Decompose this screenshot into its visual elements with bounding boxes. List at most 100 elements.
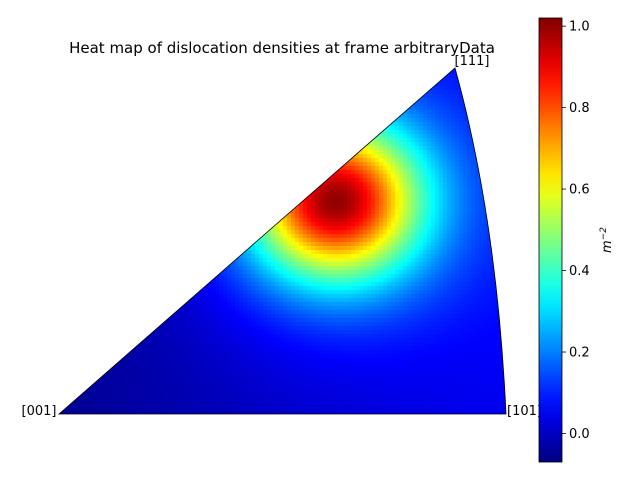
heatmap-cell <box>483 182 488 187</box>
heatmap-cell <box>295 170 300 175</box>
heatmap-cell <box>231 102 236 107</box>
heatmap-cell <box>111 166 116 171</box>
heatmap-cell <box>107 138 112 143</box>
heatmap-cell <box>339 166 344 171</box>
heatmap-cell <box>371 78 376 83</box>
heatmap-cell <box>255 234 260 239</box>
heatmap-cell <box>259 182 264 187</box>
heatmap-cell <box>295 114 300 119</box>
heatmap-cell <box>335 206 340 211</box>
heatmap-cell <box>495 206 500 211</box>
heatmap-cell <box>383 122 388 127</box>
heatmap-cell <box>187 110 192 115</box>
heatmap-cell <box>399 138 404 143</box>
heatmap-cell <box>107 78 112 83</box>
heatmap-cell <box>363 190 368 195</box>
heatmap-cell <box>435 150 440 155</box>
heatmap-cell <box>211 158 216 163</box>
heatmap-cell <box>171 110 176 115</box>
heatmap-cell <box>395 86 400 91</box>
heatmap-cell <box>123 118 128 123</box>
heatmap-cell <box>111 154 116 159</box>
heatmap-cell <box>271 106 276 111</box>
heatmap-cell <box>471 114 476 119</box>
heatmap-cell <box>251 106 256 111</box>
heatmap-cell <box>123 186 128 191</box>
heatmap-cell <box>431 94 436 99</box>
heatmap-cell <box>483 174 488 179</box>
heatmap-cell <box>243 102 248 107</box>
heatmap-cell <box>123 78 128 83</box>
heatmap-cell <box>71 114 76 119</box>
heatmap-cell <box>95 106 100 111</box>
heatmap-cell <box>159 106 164 111</box>
heatmap-cell <box>263 170 268 175</box>
heatmap-cell <box>271 78 276 83</box>
heatmap-cell <box>179 190 184 195</box>
heatmap-cell <box>215 182 220 187</box>
heatmap-cell <box>179 194 184 199</box>
heatmap-cell <box>71 178 76 183</box>
heatmap-cell <box>75 190 80 195</box>
heatmap-cell <box>111 106 116 111</box>
heatmap-cell <box>455 98 460 103</box>
heatmap-cell <box>67 68 72 71</box>
heatmap-cell <box>131 114 136 119</box>
heatmap-cell <box>95 186 100 191</box>
heatmap-cell <box>399 102 404 107</box>
heatmap-cell <box>295 86 300 91</box>
heatmap-cell <box>235 78 240 83</box>
heatmap-cell <box>175 118 180 123</box>
heatmap-cell <box>175 162 180 167</box>
heatmap-cell <box>287 186 292 191</box>
heatmap-cell <box>483 162 488 167</box>
heatmap-cell <box>283 74 288 79</box>
heatmap-cell <box>247 90 252 95</box>
heatmap-cell <box>271 90 276 95</box>
heatmap-cell <box>355 146 360 151</box>
heatmap-cell <box>451 126 456 131</box>
heatmap-cell <box>159 70 164 75</box>
heatmap-cell <box>263 226 268 231</box>
heatmap-cell <box>467 206 472 211</box>
heatmap-cell <box>119 82 124 87</box>
heatmap-cell <box>127 150 132 155</box>
heatmap-cell <box>371 142 376 147</box>
heatmap-cell <box>327 178 332 183</box>
heatmap-cell <box>139 214 144 219</box>
heatmap-cell <box>491 222 496 227</box>
heatmap-cell <box>223 206 228 211</box>
heatmap-cell <box>379 134 384 139</box>
heatmap-cell <box>67 170 72 175</box>
heatmap-cell <box>359 222 364 227</box>
heatmap-cell <box>235 238 240 243</box>
heatmap-cell <box>447 190 452 195</box>
heatmap-cell <box>427 198 432 203</box>
heatmap-cell <box>379 214 384 219</box>
heatmap-cell <box>459 194 464 199</box>
heatmap-cell <box>427 122 432 127</box>
heatmap-cell <box>99 130 104 135</box>
heatmap-cell <box>487 226 492 231</box>
heatmap-cell <box>283 190 288 195</box>
heatmap-cell <box>67 86 72 91</box>
heatmap-cell <box>471 166 476 171</box>
heatmap-cell <box>119 150 124 155</box>
heatmap-cell <box>387 178 392 183</box>
heatmap-cell <box>415 174 420 179</box>
heatmap-cell <box>311 68 316 71</box>
heatmap-cell <box>123 126 128 131</box>
heatmap-cell <box>471 210 476 215</box>
heatmap-cell <box>103 70 108 75</box>
heatmap-cell <box>59 222 64 227</box>
heatmap-cell <box>319 238 324 243</box>
heatmap-cell <box>127 214 132 219</box>
heatmap-cell <box>283 222 288 227</box>
heatmap-cell <box>203 242 208 247</box>
heatmap-cell <box>259 198 264 203</box>
heatmap-cell <box>247 158 252 163</box>
heatmap-cell <box>247 170 252 175</box>
heatmap-cell <box>443 166 448 171</box>
heatmap-cell <box>323 202 328 207</box>
heatmap-cell <box>115 166 120 171</box>
